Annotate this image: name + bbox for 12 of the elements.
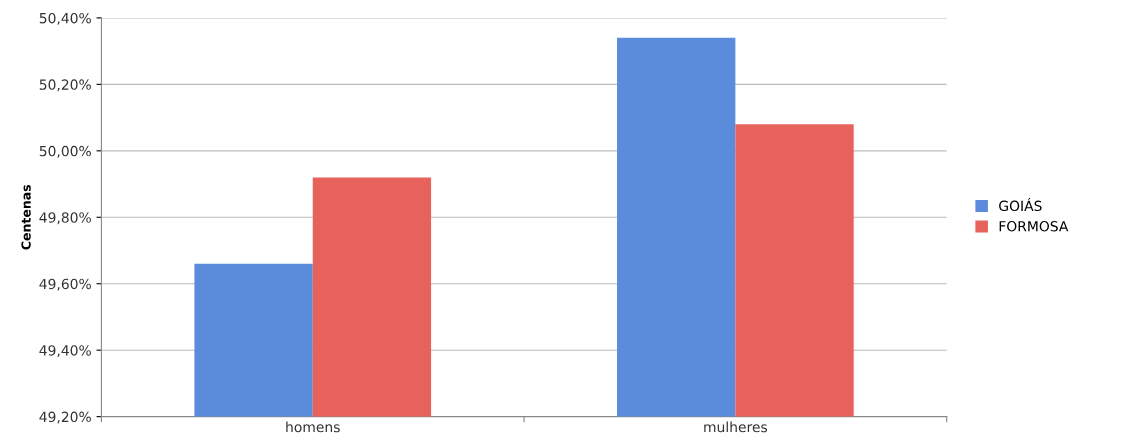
y-tick-label: 49,40% [39, 345, 91, 358]
y-tick-label: 50,40% [39, 12, 91, 25]
y-tick-label: 50,20% [39, 79, 91, 92]
legend-label: FORMOSA [999, 221, 1069, 232]
x-tick-label: homens [286, 421, 340, 433]
y-axis-title: Centenas [21, 184, 31, 250]
y-tick-label: 50,00% [39, 145, 91, 158]
x-tick-label: mulheres [704, 421, 768, 433]
y-tick-label: 49,60% [39, 278, 91, 291]
legend-label: GOIÁS [999, 198, 1042, 212]
y-tick-label: 49,20% [39, 411, 91, 424]
y-tick-label: 49,80% [39, 212, 91, 225]
